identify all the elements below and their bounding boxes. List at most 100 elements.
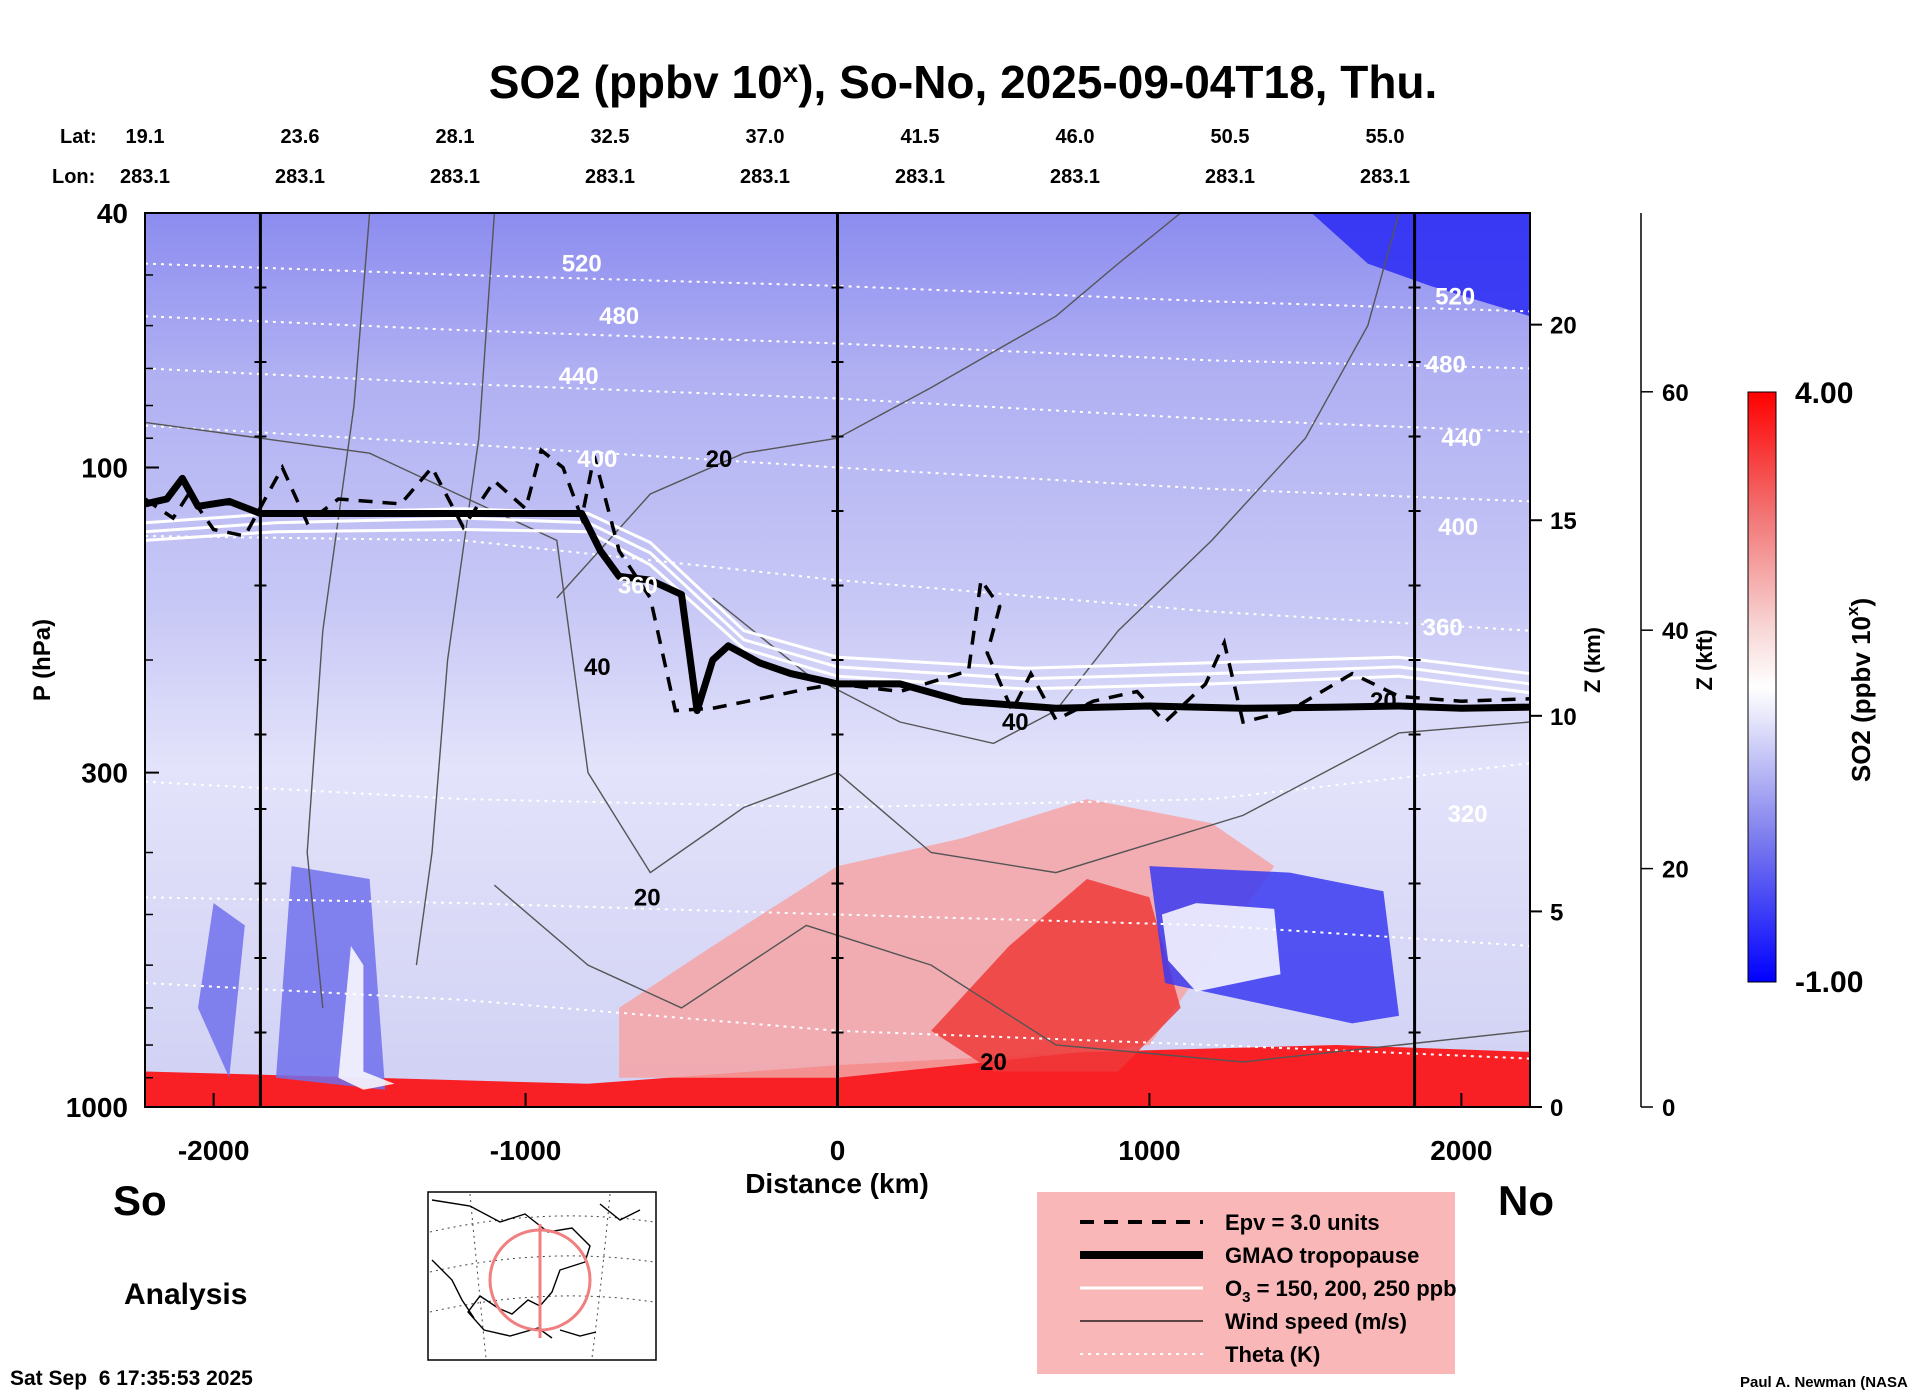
colorbar-min-label: -1.00 (1795, 966, 1863, 999)
z-kft-tick-label-3: 60 (1662, 380, 1689, 407)
theta-label-2: 440 (559, 363, 599, 390)
z-km-tick-label-2: 10 (1550, 704, 1577, 731)
section-vertical-lines (254, 213, 1421, 1107)
wind-label-5: 20 (1370, 688, 1397, 715)
z-km-tick-label-0: 0 (1550, 1095, 1563, 1122)
z-kft-tick-label-2: 40 (1662, 618, 1689, 645)
south-label: So (113, 1177, 167, 1224)
legend-label-3: Wind speed (m/s) (1225, 1309, 1407, 1334)
left-blue-1 (198, 903, 245, 1078)
z-km-tick-label-3: 15 (1550, 508, 1577, 535)
station-lat-6: 46.0 (1056, 126, 1095, 148)
y-tick-label-3: 1000 (66, 1092, 128, 1123)
station-lon-8: 283.1 (1360, 166, 1410, 188)
chart-title: SO2 (ppbv 10x), So-No, 2025-09-04T18, Th… (489, 56, 1438, 108)
legend-label-rest-2: = 150, 200, 250 ppb (1250, 1276, 1456, 1301)
station-lon-0: 283.1 (120, 166, 170, 188)
title-rest: ), So-No, 2025-09-04T18, Thu. (798, 56, 1437, 108)
station-lon-3: 283.1 (585, 166, 635, 188)
station-lat-2: 28.1 (436, 126, 475, 148)
theta-label-8: 400 (1438, 514, 1478, 541)
inset-map-frame (427, 1191, 657, 1361)
x-tick-label-2: 0 (830, 1135, 846, 1166)
z-km-tick-label-4: 20 (1550, 313, 1577, 340)
y-tick-label-1: 100 (81, 452, 128, 483)
timestamp: Sat Sep 6 17:35:53 2025 (10, 1367, 253, 1390)
wind-contour-ws-2 (415, 213, 496, 966)
z-km-axis: 0 5 10 15 20 (1530, 313, 1577, 1122)
left-white-1 (338, 946, 395, 1090)
epv-dashed-line (145, 447, 1530, 725)
upper-dark-blue (1311, 213, 1530, 317)
x-tick-label-4: 2000 (1430, 1135, 1492, 1166)
legend-label-1: GMAO tropopause (1225, 1243, 1419, 1268)
station-lat-1: 23.6 (281, 126, 320, 148)
epv-line (145, 447, 1530, 725)
wind-label-3: 40 (1002, 709, 1029, 736)
theta-label-4: 360 (618, 573, 658, 600)
theta-label-9: 360 (1423, 615, 1463, 642)
z-km-axis-label: Z (km) (1580, 627, 1605, 693)
wind-label-0: 20 (706, 446, 733, 473)
colorbar (1747, 391, 1777, 983)
theta-label-3: 400 (577, 446, 617, 473)
x-axis-label: Distance (km) (745, 1168, 929, 1199)
theta-label-1: 480 (599, 303, 639, 330)
pressure-axis: 40 100 300 1000 (66, 198, 159, 1123)
so2-field-blobs (145, 213, 1530, 1107)
station-lat-0: 19.1 (126, 126, 165, 148)
map-graticule (429, 1193, 655, 1359)
station-lat-7: 50.5 (1211, 126, 1250, 148)
theta-label-6: 480 (1426, 351, 1466, 378)
y-tick-label-2: 300 (81, 758, 128, 789)
title-superscript: x (783, 57, 799, 88)
station-lat-4: 37.0 (746, 126, 785, 148)
ozone-line-1 (145, 516, 1530, 686)
z-kft-axis-label: Z (kft) (1692, 629, 1717, 690)
right-white-1 (1161, 903, 1281, 992)
station-labels: 19.1 283.1 23.6 283.1 28.1 283.1 32.5 283.1 37.0… (120, 126, 1410, 188)
x-tick-label-0: -2000 (178, 1135, 250, 1166)
z-km-tick-label-1: 5 (1550, 899, 1563, 926)
y-tick-label-0: 40 (97, 198, 128, 229)
theta-label-10: 320 (1448, 801, 1488, 828)
station-lon-4: 283.1 (740, 166, 790, 188)
colorbar-label-sup: x (1843, 606, 1862, 616)
tropopause-line (145, 474, 1530, 715)
analysis-label: Analysis (124, 1278, 247, 1311)
theta-label-0: 520 (562, 251, 602, 278)
contour-labels: 520 480 440 400 360 520 480 440 400 360 320 20 40 20 4… (559, 251, 1488, 1076)
station-lat-3: 32.5 (591, 126, 630, 148)
distance-axis: -2000 -1000 0 1000 2000 (178, 1093, 1493, 1166)
wind-contour-ws-6 (712, 213, 1400, 745)
colorbar-label: SO2 (ppbv 10x) (1843, 598, 1876, 782)
colorbar-label-rest: ) (1846, 598, 1876, 607)
inset-map (427, 1191, 657, 1361)
wind-contour-ws-5 (556, 213, 1182, 599)
author-credit: Paul A. Newman (NASA (1740, 1374, 1908, 1391)
theta-label-5: 520 (1435, 283, 1475, 310)
wind-contour-ws-3 (145, 421, 1530, 874)
legend-label-0: Epv = 3.0 units (1225, 1210, 1380, 1235)
wind-contour-ws-4 (493, 884, 1530, 1063)
map-coastlines (431, 1199, 641, 1339)
wind-label-1: 40 (584, 654, 611, 681)
x-tick-label-3: 1000 (1118, 1135, 1180, 1166)
north-label: No (1498, 1177, 1554, 1224)
station-lat-5: 41.5 (901, 126, 940, 148)
core-red (931, 879, 1181, 1072)
ozone-line-0 (145, 527, 1530, 695)
wind-label-2: 20 (634, 884, 661, 911)
lat-row-label: Lat: (60, 126, 97, 148)
z-kft-axis: 0 20 40 60 (1640, 213, 1689, 1122)
theta-line-360 (145, 535, 1530, 632)
theta-contours (145, 262, 1530, 1060)
tropopause-thick-line (145, 474, 1530, 715)
station-lon-1: 283.1 (275, 166, 325, 188)
theta-label-7: 440 (1441, 425, 1481, 452)
y-axis-label: P (hPa) (29, 619, 56, 701)
z-kft-tick-label-0: 0 (1662, 1095, 1675, 1122)
station-lon-5: 283.1 (895, 166, 945, 188)
